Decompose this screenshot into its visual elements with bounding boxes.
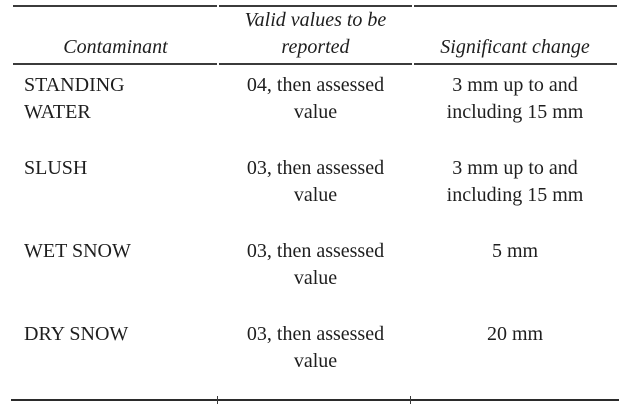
cell-line: value (293, 101, 338, 123)
cell-contaminant: WET SNOW (13, 238, 218, 292)
cell-contaminant: STANDING WATER (13, 72, 218, 126)
contaminant-table: Contaminant Valid values to be reported … (11, 0, 619, 404)
cell-significant-change: 3 mm up to and including 15 mm (413, 72, 617, 126)
cell-significant-change: 5 mm (413, 238, 617, 292)
cell-line: 5 mm (491, 240, 539, 262)
table-row: DRY SNOW 03, then assessed value 20 mm (13, 321, 617, 375)
cell-valid-values: 04, then assessed value (218, 72, 413, 126)
cell-line: 03, then assessed (246, 157, 385, 179)
cell-valid-values: 03, then assessed value (218, 238, 413, 292)
header-line: reported (281, 36, 350, 58)
cell-line: 04, then assessed (246, 74, 385, 96)
cell-line: WATER (24, 101, 91, 123)
cell-contaminant: DRY SNOW (13, 321, 218, 375)
header-contaminant: Contaminant (13, 34, 218, 61)
cell-contaminant: SLUSH (13, 155, 218, 209)
cell-significant-change: 20 mm (413, 321, 617, 375)
cell-line: 03, then assessed (246, 240, 385, 262)
cell-line: 20 mm (486, 323, 544, 345)
table-row: WET SNOW 03, then assessed value 5 mm (13, 238, 617, 292)
table-header-row: Contaminant Valid values to be reported … (13, 7, 617, 63)
table-top-rule (13, 5, 617, 7)
cell-line: value (293, 184, 338, 206)
cell-line: 3 mm up to and (452, 157, 578, 179)
cell-line: WET SNOW (24, 240, 131, 262)
cell-valid-values: 03, then assessed value (218, 321, 413, 375)
header-valid-values: Valid values to be reported (218, 7, 413, 61)
table-row: STANDING WATER 04, then assessed value 3… (13, 72, 617, 126)
cell-significant-change: 3 mm up to and including 15 mm (413, 155, 617, 209)
table-row: SLUSH 03, then assessed value 3 mm up to… (13, 155, 617, 209)
header-line: Significant change (440, 36, 590, 58)
column-tick (410, 396, 411, 404)
cell-line: including 15 mm (446, 184, 584, 206)
cell-line: STANDING (24, 74, 125, 96)
header-significant-change: Significant change (413, 34, 617, 61)
header-line: Valid values to be (244, 9, 387, 31)
header-divider-rule (13, 63, 617, 65)
cell-line: 3 mm up to and (452, 74, 578, 96)
table-bottom-rule (11, 396, 619, 404)
cell-valid-values: 03, then assessed value (218, 155, 413, 209)
cell-line: 03, then assessed (246, 323, 385, 345)
cell-line: DRY SNOW (24, 323, 129, 345)
header-line: Contaminant (63, 36, 168, 58)
cell-line: value (293, 350, 338, 372)
cell-line: value (293, 267, 338, 289)
cell-line: SLUSH (24, 157, 88, 179)
cell-line: including 15 mm (446, 101, 584, 123)
column-tick (217, 396, 218, 404)
